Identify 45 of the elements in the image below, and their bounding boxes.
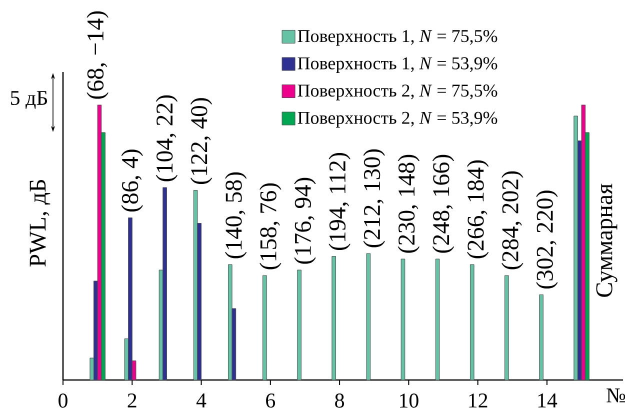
annotation: (248, 166): [432, 154, 454, 253]
legend-label: Поверхность 1, N = 53,9%: [298, 57, 498, 74]
annotation: (140, 58): [224, 172, 247, 258]
bar: [574, 116, 578, 380]
x-tick-label: 0: [58, 394, 68, 408]
x-tick-label: 8: [335, 394, 344, 408]
bar: [581, 104, 586, 380]
annotation: (302, 220): [536, 190, 558, 288]
annotation: (176, 94): [294, 178, 316, 264]
x-tick-label: 14: [538, 394, 558, 408]
bar: [297, 270, 302, 380]
text: 5 дБ: [10, 91, 48, 109]
annotation: Суммарная: [596, 184, 618, 297]
annotation: (86, 4): [121, 150, 144, 212]
bar: [228, 264, 232, 380]
bar: [162, 187, 167, 380]
x-tick-label: 12: [469, 394, 488, 408]
x-tick-label: 4: [196, 394, 206, 408]
bar: [504, 275, 509, 380]
annotation: (104, 22): [156, 95, 178, 182]
annotation: (122, 40): [190, 98, 212, 184]
bar: [400, 258, 406, 380]
bar: [262, 275, 267, 380]
legend-label: Поверхность 2, N = 75,5%: [298, 84, 498, 100]
x-tick-label: 10: [400, 394, 418, 408]
x-tick-label: 6: [266, 394, 276, 408]
bar: [366, 253, 371, 380]
annotation: (158, 76): [260, 183, 282, 270]
bar: [128, 217, 132, 380]
bar: [470, 264, 474, 380]
bar: [97, 104, 102, 380]
annotation: (212, 130): [363, 149, 385, 248]
x-tick-label: 2: [128, 394, 136, 408]
annotation: (284, 202): [502, 171, 524, 270]
annotation: (230, 148): [398, 154, 420, 253]
legend-label: Поверхность 2, N = 53,9%: [298, 112, 498, 128]
bar: [435, 258, 440, 380]
y-axis-title: PWL, дБ: [30, 180, 50, 267]
bar: [332, 256, 336, 380]
annotation: (194, 112): [328, 153, 350, 250]
bar: [539, 294, 544, 380]
legend-label: Поверхность 1, N = 75,5%: [298, 30, 498, 46]
x-axis-title: №: [606, 388, 625, 402]
annotation: (266, 184): [466, 160, 489, 258]
annotation: (68, −14): [86, 11, 108, 99]
